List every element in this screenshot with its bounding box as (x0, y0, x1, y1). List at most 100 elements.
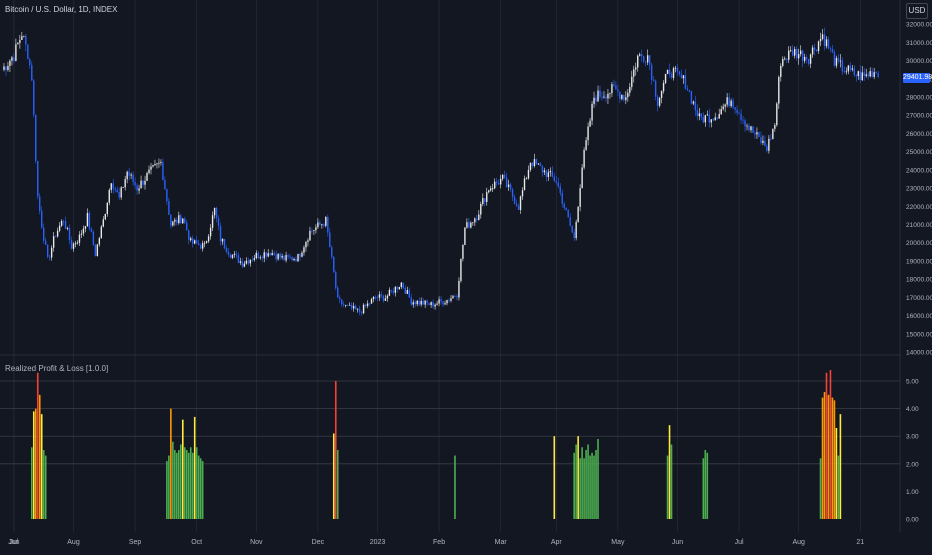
candle-body (207, 236, 210, 242)
time-axis-label: Mar (495, 539, 508, 546)
candle-body (271, 253, 273, 256)
candle-body (853, 68, 856, 76)
candle-body (70, 240, 73, 249)
candle-body (492, 188, 494, 190)
candle-body (404, 287, 406, 294)
candle-body (82, 228, 85, 234)
candle-body (863, 72, 865, 76)
candle-body (817, 41, 820, 52)
candle-body (470, 222, 472, 228)
candle-body (495, 181, 498, 183)
candle-body (434, 304, 436, 307)
candle-body (644, 61, 647, 63)
candle-body (807, 59, 810, 64)
candle-body (748, 125, 750, 131)
candle-body (658, 97, 661, 106)
indicator-axis[interactable]: 5.00 4.00 3.00 2.00 1.00 0.00 (906, 379, 919, 524)
candle-body (358, 308, 361, 313)
candle-body (354, 305, 357, 310)
time-axis-label: Jul (735, 539, 744, 546)
time-axis-label: Sep (129, 539, 142, 546)
candle-body (190, 238, 192, 241)
candle-body (172, 221, 174, 226)
candle-body (356, 308, 359, 310)
candle-body (19, 39, 21, 43)
candle-body (730, 100, 732, 107)
candle-body (217, 218, 220, 226)
candle-body (281, 255, 283, 258)
candle-body (60, 221, 63, 226)
candle-body (482, 198, 484, 204)
candle-body (388, 289, 391, 296)
pnl-bar (336, 450, 339, 519)
candle-body (680, 74, 683, 79)
candle-body (344, 304, 347, 306)
candle-body (744, 120, 746, 127)
candle-body (857, 71, 859, 77)
candle-body (257, 252, 259, 259)
candle-body (674, 67, 677, 69)
candle-body (833, 52, 836, 66)
candle-body (615, 85, 617, 90)
candle-body (861, 72, 863, 81)
candle-body (555, 180, 557, 183)
candle-body (3, 66, 5, 70)
candle-body (166, 189, 168, 202)
candle-body (648, 55, 651, 65)
candle-body (386, 295, 389, 299)
candle-body (525, 178, 528, 180)
candle-body (289, 256, 291, 258)
candle-body (295, 259, 297, 262)
candle-body (164, 180, 166, 190)
pnl-bar (197, 455, 200, 519)
pnl-bar (839, 414, 842, 519)
candle-body (41, 210, 43, 228)
candle-body (390, 289, 393, 291)
candle-body (549, 171, 552, 173)
candle-body (668, 69, 671, 75)
candle-body (865, 74, 867, 76)
candle-body (464, 227, 466, 245)
candle-body (619, 91, 621, 100)
candle-body (774, 125, 776, 129)
candle-body (360, 312, 363, 314)
candle-body (764, 140, 766, 147)
candle-body (557, 182, 559, 187)
candle-body (11, 57, 13, 61)
candle-body (219, 225, 222, 242)
candle-body (656, 96, 659, 106)
candle-body (726, 97, 728, 105)
candle-body (382, 295, 385, 301)
time-axis-label: May (611, 539, 625, 546)
candle-body (259, 257, 261, 259)
symbol-title[interactable]: Bitcoin / U.S. Dollar, 1D, INDEX (5, 5, 118, 14)
candle-body (623, 95, 625, 101)
indicator-title[interactable]: Realized Profit & Loss [1.0.0] (5, 364, 109, 373)
candle-body (621, 95, 623, 100)
candle-body (837, 57, 840, 62)
candle-body (631, 76, 633, 87)
pnl-bar (193, 416, 196, 519)
candle-body (124, 179, 126, 188)
candle-body (841, 60, 844, 72)
candle-body (617, 89, 619, 92)
candle-body (513, 196, 516, 204)
currency-button[interactable]: USD (906, 3, 928, 19)
candle-body (782, 59, 784, 66)
candle-body (716, 117, 718, 119)
candle-body (350, 304, 353, 309)
candle-body (497, 182, 500, 185)
candle-body (845, 71, 848, 73)
price-axis-label: 22000.00 (906, 204, 932, 211)
candle-body (601, 96, 603, 98)
price-axis[interactable]: 32000.0031000.0030000.0029000.0028000.00… (906, 22, 932, 357)
pnl-bar (668, 425, 671, 519)
candle-body (579, 188, 581, 207)
candle-body (62, 221, 65, 222)
candle-body (873, 72, 875, 77)
candle-body (501, 174, 504, 179)
candle-body (678, 71, 681, 75)
candle-body (245, 260, 248, 264)
